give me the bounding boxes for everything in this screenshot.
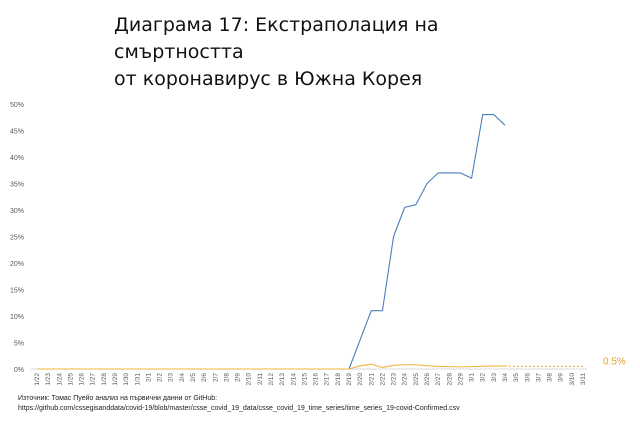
x-tick-label: 3/9 — [558, 373, 565, 382]
x-tick-label: 2/11 — [257, 373, 264, 386]
y-tick-label: 15% — [10, 288, 24, 295]
x-tick-label: 2/13 — [279, 373, 286, 386]
series-line-2 — [37, 363, 505, 370]
x-tick-label: 1/22 — [34, 373, 41, 386]
x-tick-label: 2/14 — [290, 373, 297, 386]
x-tick-label: 3/5 — [513, 373, 520, 382]
x-tick-label: 2/27 — [435, 373, 442, 386]
x-tick-label: 2/9 — [235, 373, 242, 382]
x-tick-label: 3/11 — [580, 373, 587, 386]
x-tick-label: 2/23 — [391, 373, 398, 386]
x-tick-label: 2/21 — [368, 373, 375, 386]
x-tick-label: 1/24 — [56, 373, 63, 386]
source-note: Източник: Томас Пуейо анализ на първични… — [18, 394, 628, 414]
x-tick-label: 1/28 — [101, 373, 108, 386]
x-tick-label: 2/26 — [424, 373, 431, 386]
x-tick-label: 2/4 — [179, 373, 186, 382]
x-tick-label: 2/7 — [212, 373, 219, 382]
x-tick-label: 2/2 — [157, 373, 164, 382]
title-line-2: от коронавирус в Южна Корея — [114, 68, 423, 90]
x-tick-label: 2/25 — [413, 373, 420, 386]
series-line-1 — [37, 114, 506, 370]
x-tick-label: 3/4 — [502, 373, 509, 382]
annotation-label: 0.5% — [603, 356, 626, 367]
chart-title: Диаграма 17: Екстраполация на смъртностт… — [114, 12, 554, 93]
x-tick-label: 2/28 — [446, 373, 453, 386]
y-tick-label: 30% — [10, 208, 24, 215]
y-tick-label: 50% — [10, 102, 24, 109]
x-tick-label: 1/27 — [90, 373, 97, 386]
title-line-1: Диаграма 17: Екстраполация на смъртностт… — [114, 14, 439, 63]
x-tick-label: 2/10 — [246, 373, 253, 386]
x-tick-label: 3/10 — [569, 373, 576, 386]
x-tick-label: 3/1 — [469, 373, 476, 382]
y-tick-label: 5% — [14, 341, 24, 348]
x-tick-label: 2/20 — [357, 373, 364, 386]
y-tick-label: 40% — [10, 155, 24, 162]
x-tick-label: 2/24 — [402, 373, 409, 386]
x-tick-label: 2/12 — [268, 373, 275, 386]
x-tick-label: 3/3 — [491, 373, 498, 382]
x-tick-label: 1/29 — [112, 373, 119, 386]
x-tick-label: 3/8 — [547, 373, 554, 382]
y-tick-label: 20% — [10, 261, 24, 268]
y-tick-label: 10% — [10, 314, 24, 321]
source-line-2: https://github.com/cssegisanddata/covid-… — [18, 405, 460, 412]
x-tick-label: 2/6 — [201, 373, 208, 382]
x-tick-label: 1/23 — [45, 373, 52, 386]
x-tick-label: 1/31 — [134, 373, 141, 386]
x-tick-label: 2/5 — [190, 373, 197, 382]
x-tick-label: 2/17 — [324, 373, 331, 386]
y-tick-label: 45% — [10, 129, 24, 136]
x-tick-label: 2/22 — [379, 373, 386, 386]
source-line-1: Източник: Томас Пуейо анализ на първични… — [18, 395, 218, 402]
x-tick-label: 2/8 — [223, 373, 230, 382]
x-tick-label: 2/3 — [168, 373, 175, 382]
x-tick-label: 3/6 — [524, 373, 531, 382]
x-tick-label: 3/2 — [480, 373, 487, 382]
x-tick-label: 2/1 — [145, 373, 152, 382]
x-tick-label: 2/15 — [301, 373, 308, 386]
x-tick-label: 2/16 — [313, 373, 320, 386]
y-tick-label: 0% — [14, 367, 24, 374]
x-tick-label: 1/26 — [79, 373, 86, 386]
x-tick-label: 1/25 — [67, 373, 74, 386]
x-tick-label: 2/19 — [346, 373, 353, 386]
x-tick-label: 1/30 — [123, 373, 130, 386]
x-tick-label: 2/18 — [335, 373, 342, 386]
x-tick-label: 2/29 — [457, 373, 464, 386]
x-tick-label: 3/7 — [535, 373, 542, 382]
y-tick-label: 25% — [10, 235, 24, 242]
y-tick-label: 35% — [10, 182, 24, 189]
